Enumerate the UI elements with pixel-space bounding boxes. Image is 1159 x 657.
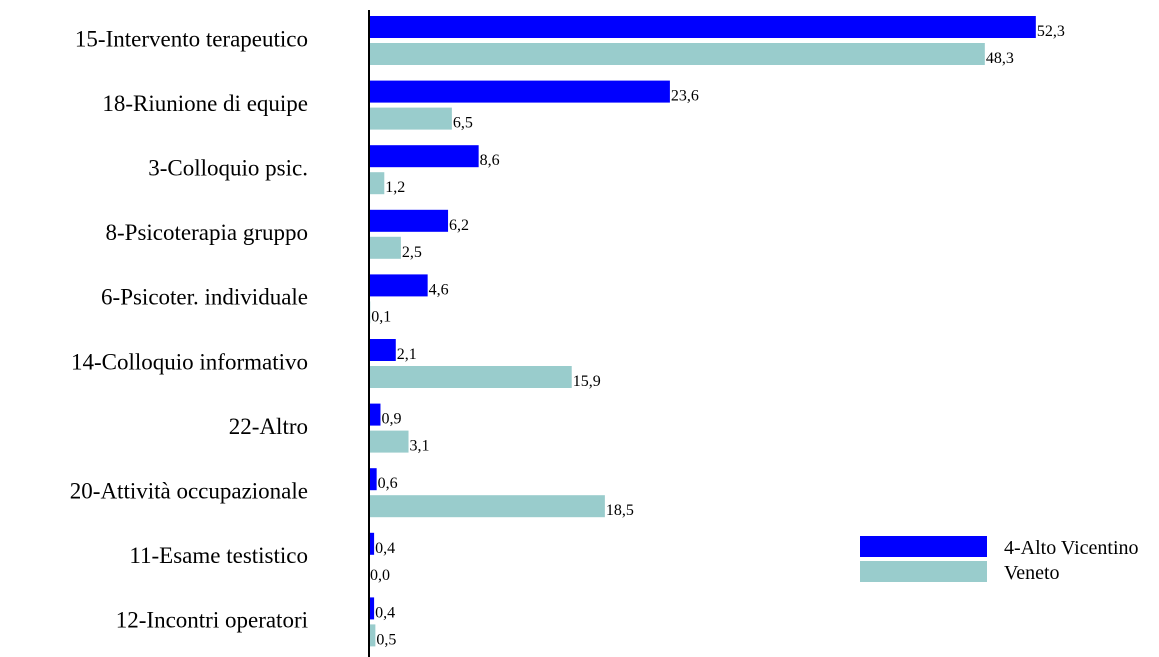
bar-series-1 bbox=[369, 80, 670, 103]
data-label: 0,0 bbox=[370, 567, 390, 584]
category-label: 11-Esame testistico bbox=[129, 543, 308, 568]
bar-series-2 bbox=[369, 236, 401, 259]
data-label: 23,6 bbox=[671, 88, 699, 105]
category-label: 12-Incontri operatori bbox=[116, 608, 308, 633]
bar-series-1 bbox=[369, 145, 479, 168]
bar-series-1 bbox=[369, 403, 381, 426]
data-label: 4,6 bbox=[429, 281, 449, 298]
data-label: 2,5 bbox=[402, 244, 422, 261]
data-label: 6,5 bbox=[453, 115, 473, 132]
legend-swatch bbox=[860, 561, 987, 582]
category-label: 22-Altro bbox=[229, 414, 308, 439]
data-label: 1,2 bbox=[385, 179, 405, 196]
data-label: 3,1 bbox=[410, 438, 430, 455]
bar-series-2 bbox=[369, 43, 985, 65]
data-label: 6,2 bbox=[449, 217, 469, 234]
bar-series-2 bbox=[369, 107, 452, 130]
bar-series-1 bbox=[369, 209, 449, 232]
data-label: 0,4 bbox=[375, 540, 395, 557]
bar-series-1 bbox=[369, 532, 375, 555]
data-label: 0,9 bbox=[381, 411, 401, 428]
data-label: 0,5 bbox=[376, 631, 396, 648]
category-label: 14-Colloquio informativo bbox=[71, 349, 308, 374]
bar-series-2 bbox=[369, 430, 409, 453]
category-label: 6-Psicoter. individuale bbox=[101, 285, 308, 310]
data-label: 52,3 bbox=[1037, 23, 1065, 40]
category-label: 3-Colloquio psic. bbox=[148, 155, 308, 180]
bar-series-2 bbox=[369, 172, 385, 195]
value-labels: 52,3 48,3 23,6 6,5 8,6 1,2 6,2 2,5 4,6 0,1 2,1 15,9… bbox=[370, 23, 1065, 648]
bar-series-2 bbox=[369, 366, 572, 388]
data-label: 8,6 bbox=[480, 152, 500, 169]
category-label: 8-Psicoterapia gruppo bbox=[106, 220, 308, 245]
data-label: 48,3 bbox=[986, 50, 1014, 67]
category-label: 20-Attività occupazionale bbox=[70, 478, 308, 503]
legend-label: 4-Alto Vicentino bbox=[1004, 537, 1139, 559]
bar-series-1 bbox=[369, 274, 428, 297]
legend-swatch bbox=[860, 536, 987, 557]
data-label: 18,5 bbox=[606, 502, 634, 519]
bar-series-1 bbox=[369, 597, 375, 620]
category-label: 18-Riunione di equipe bbox=[102, 91, 308, 116]
data-label: 0,1 bbox=[371, 308, 391, 325]
category-label: 15-Intervento terapeutico bbox=[75, 26, 308, 51]
bar-series-2 bbox=[369, 624, 376, 647]
data-label: 0,6 bbox=[378, 475, 398, 492]
bars bbox=[369, 16, 1036, 647]
legend: 4-Alto Vicentino Veneto bbox=[860, 536, 1139, 584]
data-label: 0,4 bbox=[375, 604, 395, 621]
data-label: 15,9 bbox=[573, 373, 601, 390]
legend-label: Veneto bbox=[1004, 562, 1060, 584]
bar-series-2 bbox=[369, 495, 605, 518]
bar-series-1 bbox=[369, 16, 1036, 38]
bar-series-1 bbox=[369, 468, 377, 491]
category-labels: 15-Intervento terapeutico 18-Riunione di … bbox=[70, 26, 308, 632]
bar-series-1 bbox=[369, 339, 396, 361]
data-label: 2,1 bbox=[397, 346, 417, 363]
